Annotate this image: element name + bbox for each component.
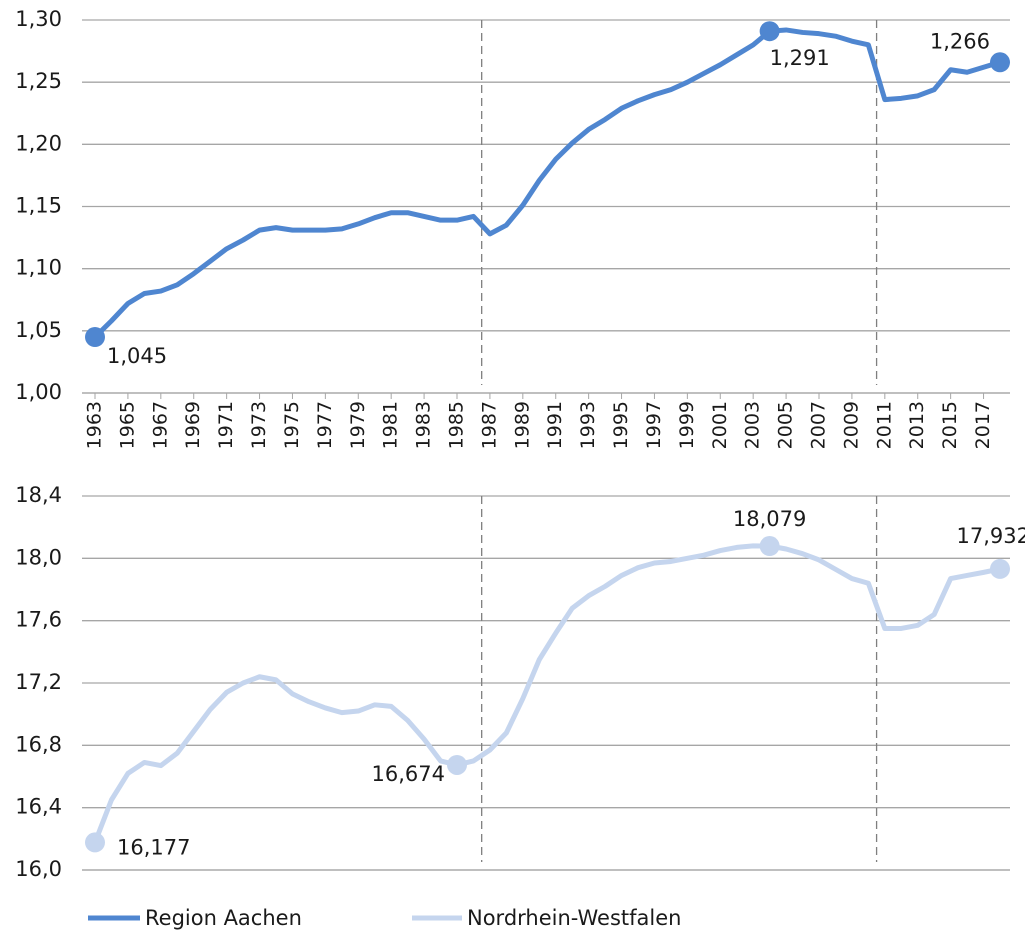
legend-label: Region Aachen bbox=[145, 906, 302, 930]
data-label: 1,266 bbox=[930, 29, 990, 53]
x-tick-label: 1975 bbox=[281, 401, 303, 449]
x-tick-label: 1979 bbox=[347, 401, 369, 449]
x-tick-label: 1997 bbox=[643, 401, 665, 449]
x-tick-label: 2017 bbox=[972, 401, 994, 449]
x-tick-label: 1985 bbox=[446, 401, 468, 449]
x-tick-label: 1991 bbox=[544, 401, 566, 449]
x-tick-label: 2015 bbox=[939, 401, 961, 449]
data-label: 1,291 bbox=[770, 46, 830, 70]
y-tick-label: 17,6 bbox=[15, 608, 62, 632]
data-label: 16,177 bbox=[117, 835, 190, 859]
point-marker bbox=[447, 754, 467, 775]
y-tick-label: 1,25 bbox=[15, 69, 62, 93]
x-tick-label: 1993 bbox=[577, 401, 599, 449]
y-tick-label: 1,20 bbox=[15, 131, 62, 155]
y-tick-label: 1,30 bbox=[15, 7, 62, 31]
x-tick-label: 1999 bbox=[676, 401, 698, 449]
x-tick-label: 1983 bbox=[413, 401, 435, 449]
point-marker bbox=[759, 536, 780, 557]
y-tick-label: 17,2 bbox=[15, 670, 62, 694]
data-label: 18,079 bbox=[733, 507, 806, 531]
x-tick-label: 1989 bbox=[511, 401, 533, 449]
x-tick-label: 2005 bbox=[775, 401, 797, 449]
x-tick-label: 1969 bbox=[182, 401, 204, 449]
x-tick-label: 1971 bbox=[215, 401, 237, 449]
x-tick-label: 2011 bbox=[873, 401, 895, 449]
y-tick-label: 16,8 bbox=[15, 732, 62, 756]
y-tick-label: 16,0 bbox=[15, 857, 62, 881]
y-tick-label: 1,10 bbox=[15, 256, 62, 280]
data-label: 17,932 bbox=[957, 524, 1025, 548]
y-tick-label: 1,15 bbox=[15, 194, 62, 218]
point-marker bbox=[990, 558, 1010, 579]
x-tick-label: 2003 bbox=[742, 401, 764, 449]
x-tick-label: 2001 bbox=[709, 401, 731, 449]
y-tick-label: 18,4 bbox=[15, 483, 62, 507]
data-label: 16,674 bbox=[372, 762, 445, 786]
point-marker bbox=[990, 52, 1010, 73]
series-line bbox=[93, 27, 1001, 339]
x-tick-label: 2007 bbox=[808, 401, 830, 449]
point-marker bbox=[85, 832, 105, 853]
point-marker bbox=[759, 21, 780, 42]
x-tick-label: 1973 bbox=[248, 401, 270, 449]
x-tick-label: 2009 bbox=[840, 401, 862, 449]
x-tick-label: 1965 bbox=[116, 401, 138, 449]
x-tick-label: 1987 bbox=[478, 401, 500, 449]
y-tick-label: 1,00 bbox=[15, 380, 62, 404]
x-tick-label: 1977 bbox=[314, 401, 336, 449]
y-tick-label: 18,0 bbox=[15, 545, 62, 569]
x-tick-label: 1967 bbox=[149, 401, 171, 449]
data-label: 1,045 bbox=[107, 344, 167, 368]
x-tick-label: 2013 bbox=[906, 401, 928, 449]
point-marker bbox=[85, 327, 105, 348]
x-tick-label: 1995 bbox=[610, 401, 632, 449]
y-tick-label: 16,4 bbox=[15, 795, 62, 819]
series-line bbox=[92, 543, 1001, 844]
x-tick-label: 1981 bbox=[380, 401, 402, 449]
legend-label: Nordrhein-Westfalen bbox=[467, 906, 681, 930]
x-tick-label: 1963 bbox=[84, 401, 106, 449]
y-tick-label: 1,05 bbox=[15, 318, 62, 342]
